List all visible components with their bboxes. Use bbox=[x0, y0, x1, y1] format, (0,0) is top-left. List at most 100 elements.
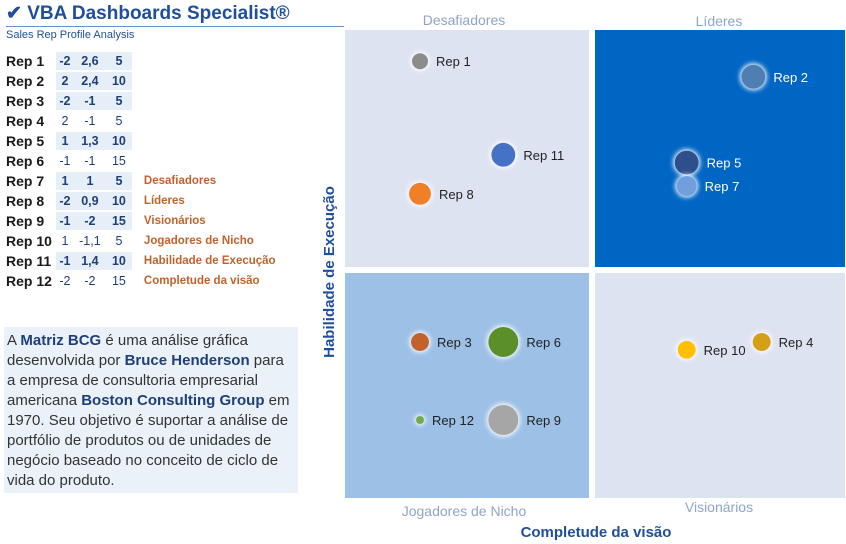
table-row: Rep 4 2 -1 5 bbox=[4, 112, 278, 130]
data-point-rep-7[interactable] bbox=[676, 176, 697, 196]
size-value-cell: 10 bbox=[105, 132, 132, 150]
data-point-rep-10[interactable] bbox=[677, 340, 696, 359]
data-label-rep-10: Rep 10 bbox=[704, 343, 746, 358]
data-point-rep-11[interactable] bbox=[491, 142, 516, 167]
table-row: Rep 5 1 1,3 10 bbox=[4, 132, 278, 150]
rep-name-cell: Rep 8 bbox=[6, 193, 45, 209]
size-value-cell: 15 bbox=[111, 154, 126, 168]
y-value-cell: -1,1 bbox=[79, 234, 101, 248]
quadrant-top-left bbox=[345, 30, 589, 267]
y-value-cell: 1,3 bbox=[73, 132, 106, 150]
rep-name-cell: Rep 7 bbox=[6, 173, 45, 189]
quadrant-bottom-right bbox=[595, 273, 845, 498]
x-value-cell: -1 bbox=[55, 252, 74, 270]
table-row: Rep 7 1 1 5 Desafiadores bbox=[4, 172, 278, 190]
y-value-cell: -2 bbox=[84, 274, 96, 288]
desc-bold-matrix: Matriz BCG bbox=[20, 332, 102, 349]
rep-table: Rep 1 -2 2,6 5 Rep 2 2 2,4 10 Rep 3 -2 -1 5 Rep 4 2 -1… bbox=[4, 50, 278, 292]
size-value-cell: 5 bbox=[115, 234, 123, 248]
size-value-cell: 5 bbox=[115, 114, 123, 128]
y-value-cell: -2 bbox=[73, 212, 106, 230]
rep-name-cell: Rep 2 bbox=[6, 73, 45, 89]
y-value-cell: -1 bbox=[84, 154, 96, 168]
data-label-rep-3: Rep 3 bbox=[437, 335, 472, 350]
x-value-cell: -1 bbox=[55, 212, 74, 230]
data-label-rep-9: Rep 9 bbox=[526, 413, 561, 428]
y-value-cell: 0,9 bbox=[73, 192, 106, 210]
data-point-rep-12[interactable] bbox=[416, 416, 424, 424]
legend-label: Habilidade de Execução bbox=[143, 255, 276, 267]
table-row: Rep 9 -1 -2 15 Visionários bbox=[4, 212, 278, 230]
x-value-cell: 2 bbox=[55, 72, 74, 90]
data-point-rep-6[interactable] bbox=[488, 327, 519, 357]
table-row: Rep 6 -1 -1 15 bbox=[4, 152, 278, 170]
x-value-cell: -2 bbox=[55, 92, 74, 110]
x-value-cell: 1 bbox=[55, 132, 74, 150]
legend-label: Desafiadores bbox=[143, 175, 217, 187]
quadrant-label-top-right: Líderes bbox=[696, 13, 743, 29]
data-point-rep-5[interactable] bbox=[674, 150, 699, 175]
table-row: Rep 8 -2 0,9 10 Líderes bbox=[4, 192, 278, 210]
x-value-cell: 1 bbox=[55, 172, 74, 190]
x-axis-label: Completude da visão bbox=[521, 524, 672, 541]
data-label-rep-12: Rep 12 bbox=[432, 413, 474, 428]
quadrant-top-right bbox=[595, 30, 845, 267]
data-point-rep-1[interactable] bbox=[412, 53, 428, 70]
quadrant-label-bottom-right: Visionários bbox=[685, 499, 753, 515]
size-value-cell: 10 bbox=[105, 252, 132, 270]
rep-name-cell: Rep 1 bbox=[6, 53, 45, 69]
quadrant-bottom-left bbox=[345, 273, 589, 498]
legend-label: Jogadores de Nicho bbox=[143, 235, 254, 247]
rep-name-cell: Rep 10 bbox=[6, 233, 52, 249]
y-value-cell: 1,4 bbox=[73, 252, 106, 270]
table-row: Rep 1 -2 2,6 5 bbox=[4, 52, 278, 70]
data-label-rep-11: Rep 11 bbox=[523, 148, 564, 163]
app-subtitle: Sales Rep Profile Analysis bbox=[6, 29, 135, 41]
data-point-rep-4[interactable] bbox=[752, 333, 771, 351]
desc-text: para a empresa de consultoria empresaria… bbox=[7, 352, 284, 409]
quadrant-label-bottom-left: Jogadores de Nicho bbox=[402, 503, 527, 519]
x-value-cell: -2 bbox=[55, 52, 74, 70]
size-value-cell: 10 bbox=[105, 192, 132, 210]
desc-bold-author: Bruce Henderson bbox=[124, 352, 250, 369]
y-value-cell: -1 bbox=[84, 114, 96, 128]
table-row: Rep 10 1 -1,1 5 Jogadores de Nicho bbox=[4, 232, 278, 250]
table-row: Rep 11 -1 1,4 10 Habilidade de Execução bbox=[4, 252, 278, 270]
data-label-rep-1: Rep 1 bbox=[436, 54, 471, 69]
desc-text: A bbox=[7, 332, 21, 349]
data-point-rep-2[interactable] bbox=[741, 64, 766, 89]
rep-name-cell: Rep 5 bbox=[6, 133, 45, 149]
data-label-rep-6: Rep 6 bbox=[526, 335, 561, 350]
x-value-cell: -2 bbox=[55, 192, 74, 210]
table-row: Rep 12 -2 -2 15 Completude da visão bbox=[4, 272, 278, 290]
x-value-cell: -1 bbox=[59, 154, 71, 168]
x-value-cell: 1 bbox=[61, 234, 69, 248]
y-value-cell: 2,4 bbox=[73, 72, 106, 90]
size-value-cell: 5 bbox=[105, 172, 132, 190]
desc-bold-company: Boston Consulting Group bbox=[81, 392, 265, 409]
legend-label: Completude da visão bbox=[143, 275, 260, 287]
y-value-cell: -1 bbox=[73, 92, 106, 110]
y-value-cell: 2,6 bbox=[73, 52, 106, 70]
rep-name-cell: Rep 9 bbox=[6, 213, 45, 229]
desc-text: em 1970. Seu objetivo é suportar a análi… bbox=[7, 392, 290, 489]
data-label-rep-8: Rep 8 bbox=[439, 187, 474, 202]
data-point-rep-8[interactable] bbox=[409, 182, 431, 205]
data-point-rep-3[interactable] bbox=[411, 333, 429, 351]
legend-label: Visionários bbox=[143, 215, 206, 227]
y-axis-label: Habilidade de Execução bbox=[321, 186, 338, 358]
data-label-rep-4: Rep 4 bbox=[779, 335, 814, 350]
size-value-cell: 15 bbox=[105, 212, 132, 230]
size-value-cell: 5 bbox=[105, 52, 132, 70]
x-value-cell: -2 bbox=[59, 274, 71, 288]
quadrant-label-top-left: Desafiadores bbox=[423, 12, 506, 28]
size-value-cell: 5 bbox=[105, 92, 132, 110]
table-row: Rep 2 2 2,4 10 bbox=[4, 72, 278, 90]
legend-label: Líderes bbox=[143, 195, 185, 207]
size-value-cell: 15 bbox=[111, 274, 126, 288]
data-point-rep-9[interactable] bbox=[488, 405, 519, 435]
size-value-cell: 10 bbox=[105, 72, 132, 90]
x-value-cell: 2 bbox=[61, 114, 69, 128]
data-label-rep-5: Rep 5 bbox=[707, 156, 742, 171]
